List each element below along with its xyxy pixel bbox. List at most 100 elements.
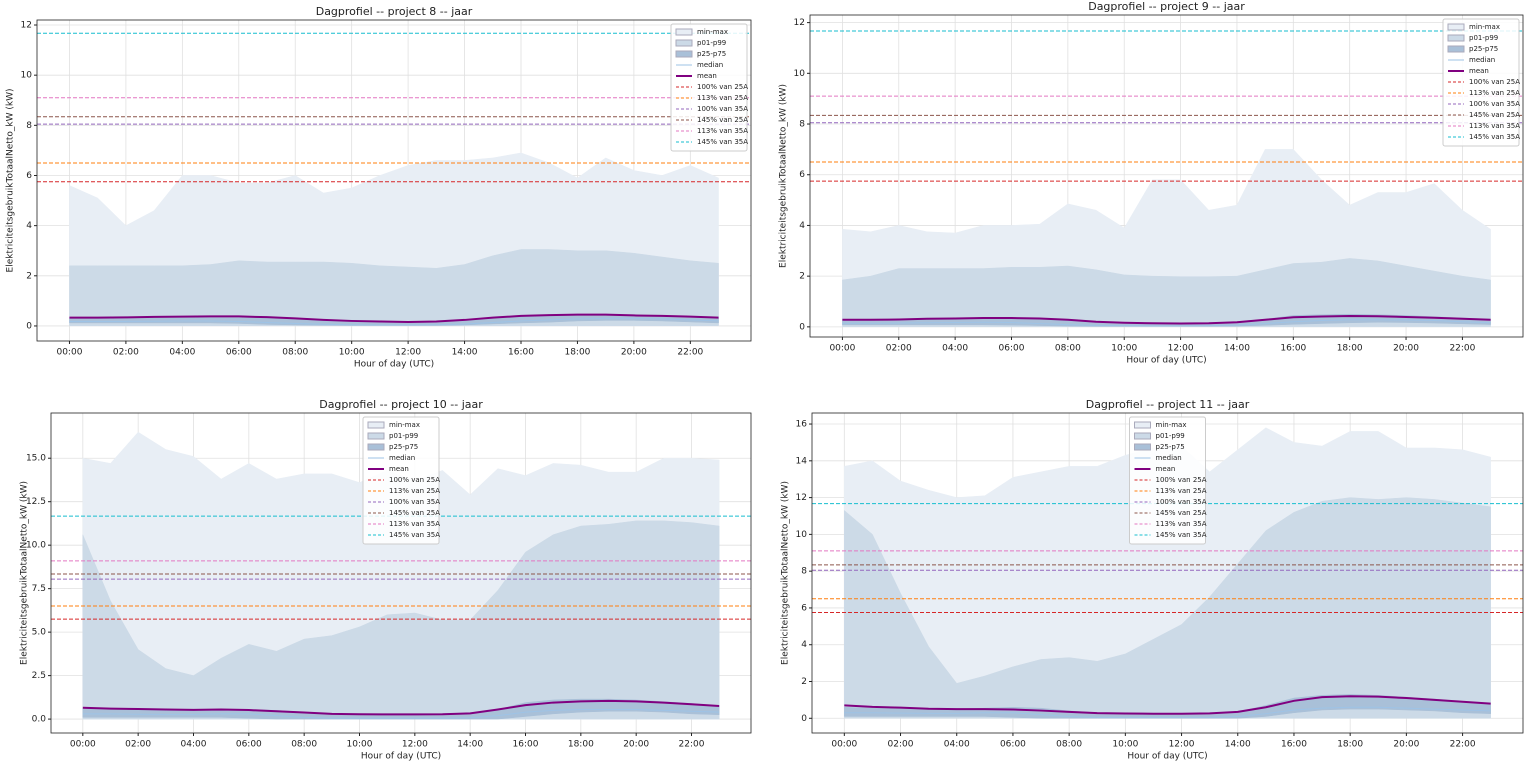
x-tick-label: 20:00 [1393,740,1419,750]
y-tick-label: 8 [799,120,805,130]
chart-title: Dagprofiel -- project 9 -- jaar [1088,0,1245,13]
x-tick-label: 02:00 [113,348,139,358]
x-tick-label: 16:00 [1280,344,1306,354]
x-tick-label: 16:00 [508,348,534,358]
legend-label: p01-p99 [1156,432,1185,440]
x-tick-label: 22:00 [679,740,705,750]
legend-label: 113% van 35A [697,127,748,135]
x-tick-label: 20:00 [623,740,649,750]
x-tick-label: 10:00 [1111,344,1137,354]
x-tick-label: 22:00 [1449,344,1475,354]
x-tick-label: 20:00 [621,348,647,358]
x-tick-label: 20:00 [1393,344,1419,354]
y-tick-label: 10 [796,530,808,540]
y-tick-label: 4 [801,640,807,650]
y-axis-label: ElektriciteitsgebruikTotaalNetto_kW (kW) [781,481,791,665]
series-line [82,709,720,719]
y-tick-label: 16 [796,420,808,430]
x-tick-label: 12:00 [402,740,428,750]
x-tick-label: 16:00 [1281,740,1307,750]
x-tick-label: 10:00 [1112,740,1138,750]
y-tick-label: 10.0 [26,541,46,551]
legend-label: 113% van 35A [389,520,440,528]
x-tick-label: 06:00 [236,740,262,750]
x-tick-label: 14:00 [1225,740,1251,750]
legend-label: mean [389,465,409,473]
x-tick-label: 06:00 [226,348,252,358]
band-area [69,249,719,326]
x-tick-label: 04:00 [944,740,970,750]
legend-label: 145% van 25A [697,116,748,124]
y-tick-label: 12 [796,493,807,503]
legend-label: 145% van 35A [1469,133,1520,141]
y-tick-label: 10 [21,71,33,81]
legend: min-max p01-p99 p25-p75 median mean 100% van … [1442,18,1520,147]
y-tick-label: 5.0 [32,628,47,638]
x-tick-label: 18:00 [1337,344,1363,354]
legend-swatch [367,421,385,429]
y-tick-label: 2 [26,271,32,281]
x-tick-label: 10:00 [347,740,373,750]
y-tick-label: 7.5 [32,584,46,594]
legend-label: 100% van 25A [1469,78,1520,86]
chart-title: Dagprofiel -- project 8 -- jaar [316,5,473,18]
legend-label: 113% van 25A [697,94,748,102]
y-tick-label: 2 [801,677,807,687]
legend-label: 100% van 25A [697,83,748,91]
legend-label: 145% van 35A [389,531,440,539]
subplot: Dagprofiel -- project 10 -- jaar 0.0 2.5 5.… [20,398,752,762]
y-tick-label: 10 [794,69,806,79]
y-tick-label: 0 [801,714,807,724]
legend-label: min-max [389,421,420,429]
legend-label: 145% van 35A [697,138,748,146]
series-line [69,317,719,326]
y-tick-label: 0.0 [32,715,47,725]
legend: min-max p01-p99 p25-p75 median mean 100% van … [670,23,748,152]
y-tick-label: 2 [799,272,805,282]
axes-frame [36,19,752,342]
legend-label: min-max [1469,23,1500,31]
x-tick-label: 18:00 [564,348,590,358]
legend-label: p01-p99 [389,432,418,440]
x-tick-label: 22:00 [677,348,703,358]
subplot: Dagprofiel -- project 9 -- jaar 0 2 4 6 8 10 12… [779,0,1524,366]
legend: min-max p01-p99 p25-p75 median mean 100% van … [1129,416,1207,545]
legend-label: 100% van 35A [697,105,748,113]
legend-swatch [675,50,693,58]
y-axis-label: ElektriciteitsgebruikTotaalNetto_kW (kW) [779,84,789,268]
legend-label: p25-p75 [697,50,726,58]
x-tick-label: 18:00 [568,740,594,750]
x-tick-label: 12:00 [395,348,421,358]
legend-swatch [675,28,693,36]
x-tick-label: 00:00 [56,348,82,358]
y-tick-label: 14 [796,456,808,466]
y-tick-label: 2.5 [32,671,46,681]
legend-label: 100% van 35A [389,498,440,506]
y-tick-label: 8 [26,121,32,131]
x-tick-label: 18:00 [1337,740,1363,750]
legend-label: median [1156,454,1182,462]
legend-swatch [675,39,693,47]
legend-swatch [1134,432,1151,440]
legend-label: p01-p99 [1469,34,1498,42]
legend-swatch [1134,443,1151,451]
y-tick-label: 12 [794,18,805,28]
x-tick-label: 08:00 [1056,740,1082,750]
y-tick-label: 6 [26,171,32,181]
legend-label: 100% van 25A [389,476,440,484]
legend-label: 100% van 35A [1469,100,1520,108]
legend-swatch [367,432,385,440]
legend-label: 145% van 35A [1156,531,1207,539]
x-tick-label: 04:00 [181,740,207,750]
y-tick-label: 6 [801,603,807,613]
x-tick-label: 06:00 [1000,740,1026,750]
y-tick-label: 12.5 [26,497,46,507]
legend-swatch [367,443,385,451]
y-tick-label: 0 [799,322,805,332]
subplot: Dagprofiel -- project 11 -- jaar 0 2 4 6 8 10 1… [781,398,1524,762]
legend-label: p25-p75 [1156,443,1185,451]
x-tick-label: 02:00 [888,740,914,750]
y-tick-label: 8 [801,567,807,577]
